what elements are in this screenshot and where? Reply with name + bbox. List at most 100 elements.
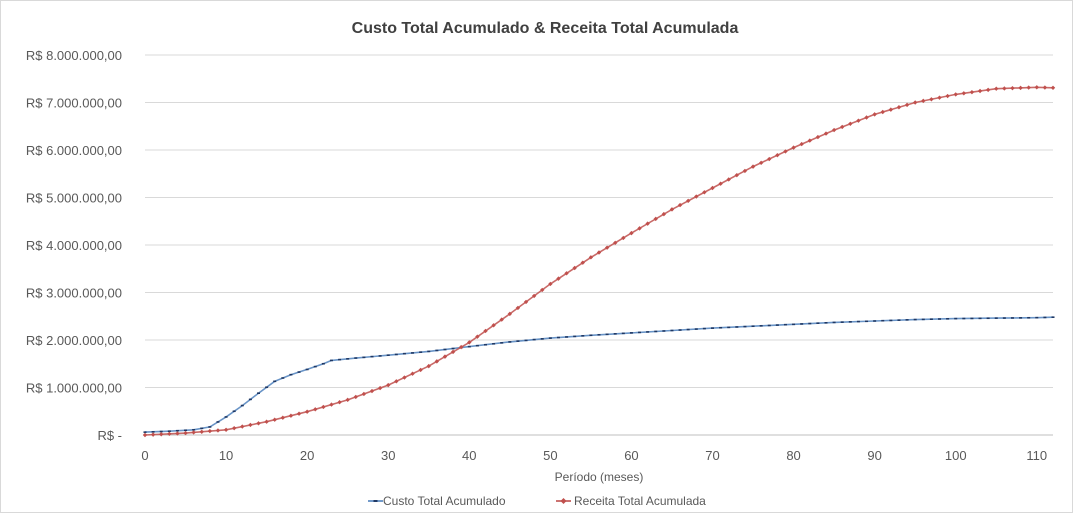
data-point <box>662 330 666 332</box>
data-point <box>815 134 821 140</box>
y-tick-label: R$ 2.000.000,00 <box>26 333 122 348</box>
data-point <box>792 323 796 326</box>
data-point <box>419 351 423 353</box>
data-point <box>735 326 739 328</box>
data-point <box>719 326 723 329</box>
data-point <box>265 386 269 389</box>
data-point <box>978 317 982 320</box>
data-point <box>353 394 358 400</box>
data-point <box>362 356 366 359</box>
data-point <box>589 334 593 337</box>
x-tick-label: 80 <box>786 448 800 463</box>
data-point <box>961 91 967 96</box>
data-point <box>726 177 731 182</box>
data-point <box>808 322 812 325</box>
data-point <box>977 88 983 94</box>
data-point <box>913 318 917 321</box>
data-point <box>192 428 196 431</box>
data-point <box>994 86 999 91</box>
data-point <box>1050 85 1056 90</box>
data-point <box>986 317 990 320</box>
data-point <box>767 156 772 162</box>
data-point <box>727 326 731 329</box>
data-point <box>491 323 496 328</box>
data-point <box>759 325 763 327</box>
data-point <box>1042 85 1048 90</box>
data-point <box>1019 317 1023 319</box>
data-point <box>223 427 229 432</box>
data-point <box>215 428 221 433</box>
y-tick-label: R$ 6.000.000,00 <box>26 143 122 158</box>
data-point <box>985 87 991 93</box>
data-point <box>702 327 706 330</box>
data-point <box>581 335 585 337</box>
data-point <box>711 327 714 329</box>
gridlines <box>145 54 1053 388</box>
data-point <box>280 415 286 420</box>
data-point <box>257 392 260 394</box>
data-point <box>248 422 253 428</box>
data-point <box>831 127 837 133</box>
data-point <box>499 317 504 322</box>
data-point <box>151 431 155 433</box>
data-point <box>954 317 958 320</box>
data-point <box>596 250 602 255</box>
data-point <box>548 337 552 339</box>
data-point <box>467 345 471 348</box>
legend-label: Receita Total Acumulada <box>574 494 706 508</box>
data-point <box>758 160 764 166</box>
data-point <box>880 109 885 115</box>
data-point <box>573 335 577 338</box>
data-point <box>613 240 618 246</box>
data-point <box>524 339 528 342</box>
data-point <box>346 358 350 360</box>
data-point <box>321 404 326 410</box>
data-point <box>605 333 609 336</box>
data-point <box>888 107 894 112</box>
data-point <box>629 230 634 236</box>
data-point <box>734 172 740 178</box>
data-point <box>386 354 390 356</box>
data-point <box>354 357 358 359</box>
data-point <box>458 344 464 350</box>
data-point <box>150 432 156 437</box>
y-tick-label: R$ 7.000.000,00 <box>26 96 122 111</box>
data-point <box>946 318 950 320</box>
data-point <box>199 429 204 434</box>
data-point <box>427 350 431 353</box>
x-tick-label: 60 <box>624 448 638 463</box>
data-point <box>912 100 918 105</box>
data-point <box>232 410 236 413</box>
data-point <box>183 430 188 436</box>
data-point <box>556 336 560 339</box>
data-point <box>962 317 966 320</box>
data-point <box>702 190 707 195</box>
data-point <box>654 330 658 333</box>
data-point <box>921 98 926 104</box>
data-point <box>394 353 398 356</box>
data-point <box>273 380 277 383</box>
data-point <box>1002 317 1006 319</box>
data-point <box>1034 85 1039 90</box>
data-point <box>426 363 431 369</box>
data-point <box>653 216 658 222</box>
y-tick-label: R$ 3.000.000,00 <box>26 286 122 301</box>
data-point <box>450 349 456 355</box>
data-point <box>710 185 715 191</box>
data-point <box>256 421 261 426</box>
data-point <box>394 379 399 384</box>
data-point <box>791 145 796 150</box>
data-point <box>556 276 561 281</box>
data-point <box>864 115 869 120</box>
data-point <box>370 355 374 358</box>
data-point <box>767 324 771 327</box>
data-point <box>694 194 699 199</box>
data-point <box>580 260 585 265</box>
data-point <box>483 328 488 334</box>
data-point <box>484 343 487 346</box>
data-point <box>329 359 333 362</box>
data-point <box>492 343 496 345</box>
data-point <box>945 93 950 99</box>
